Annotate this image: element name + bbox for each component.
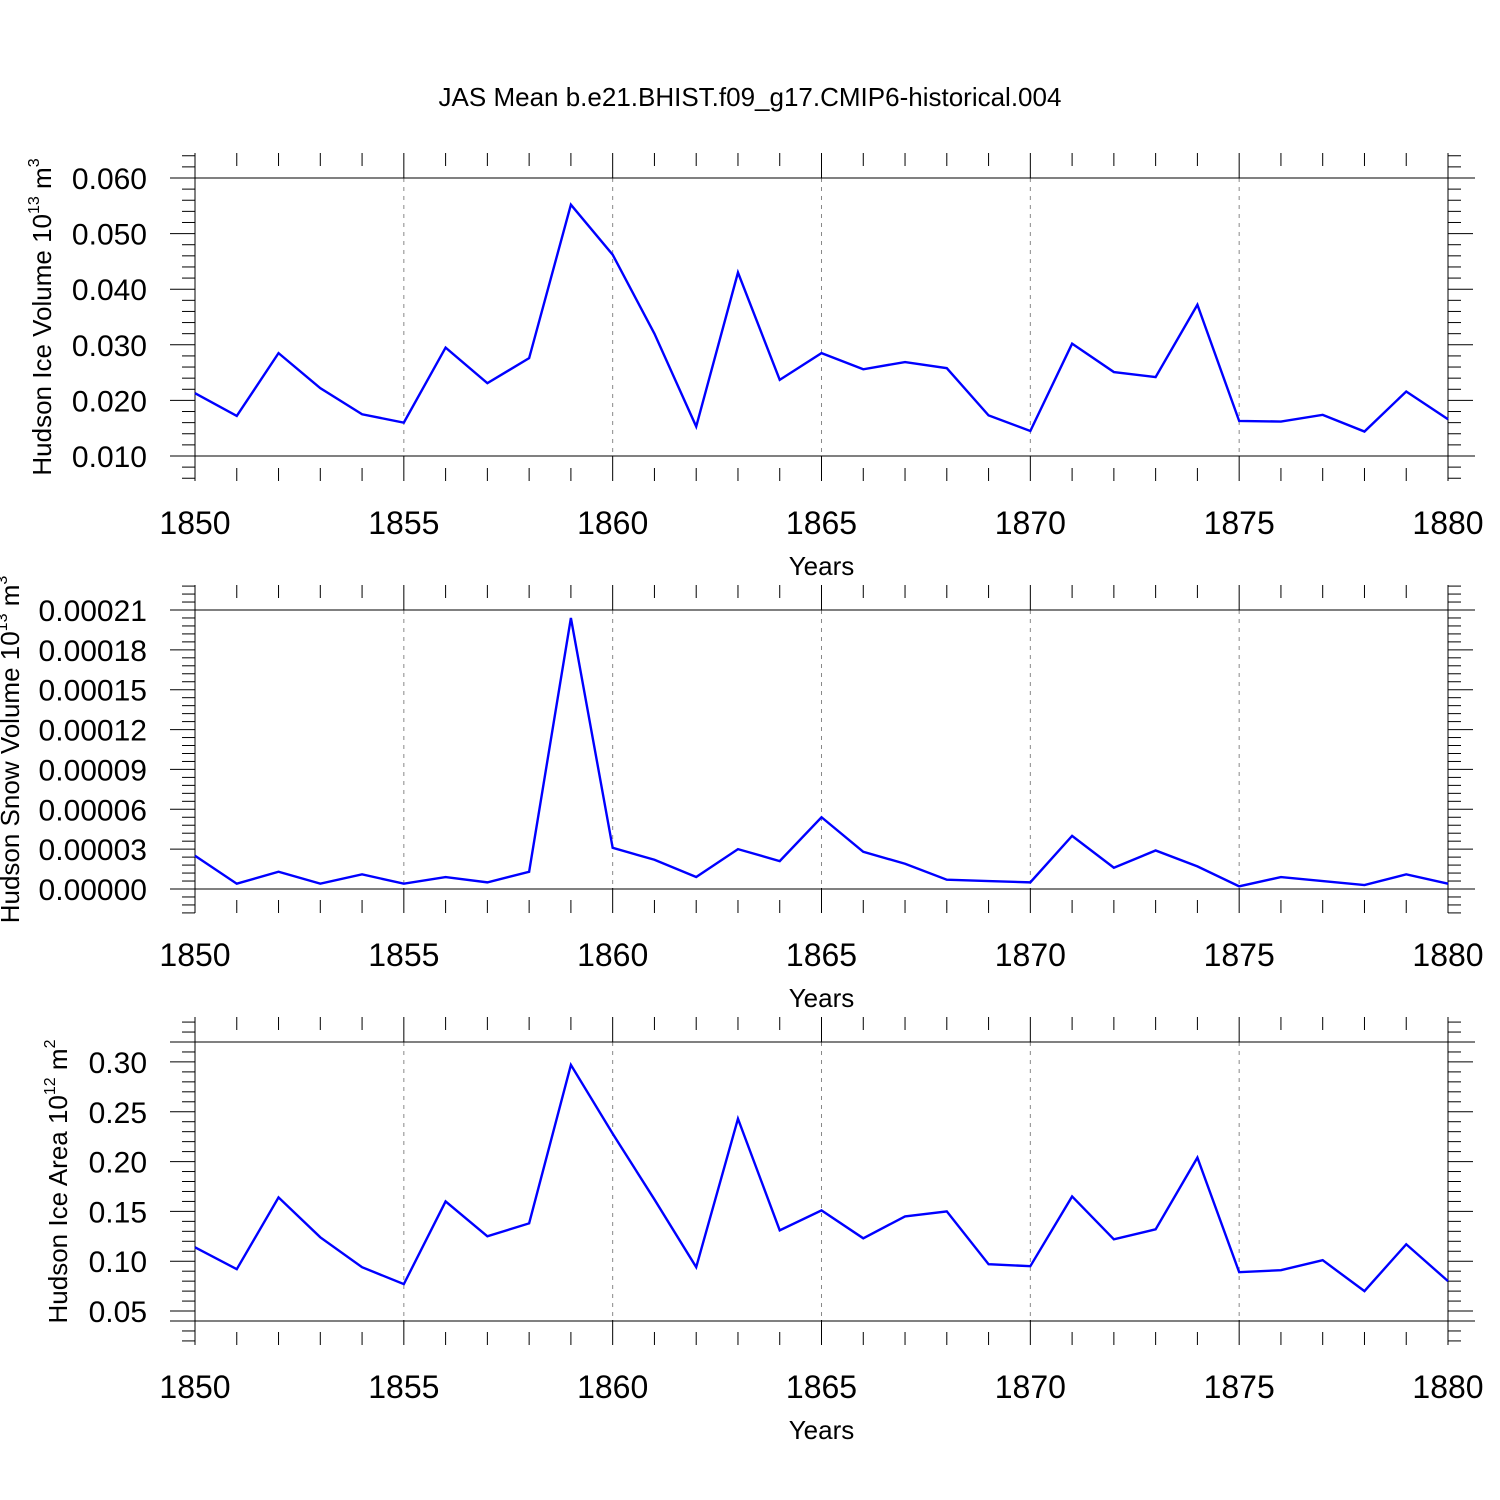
- x-tick-label: 1880: [1412, 505, 1483, 541]
- y-tick-label: 0.010: [72, 441, 147, 474]
- y-tick-label: 0.30: [89, 1047, 147, 1080]
- y-tick-label: 0.00015: [39, 675, 147, 708]
- y-tick-label: 0.10: [89, 1246, 147, 1279]
- y-label-unit-exponent: 3: [0, 576, 11, 585]
- y-tick-label: 0.25: [89, 1097, 147, 1130]
- y-axis-label: Hudson Snow Volume 1013 m3: [0, 576, 25, 924]
- y-tick-label: 0.00003: [39, 834, 147, 867]
- figure-title: JAS Mean b.e21.BHIST.f09_g17.CMIP6-histo…: [439, 82, 1062, 112]
- y-tick-label: 0.040: [72, 274, 147, 307]
- x-tick-label: 1855: [368, 937, 439, 973]
- x-tick-label: 1865: [786, 505, 857, 541]
- y-label-exponent: 12: [42, 1077, 59, 1095]
- y-label-text: Hudson Ice Volume 10: [27, 214, 57, 476]
- x-tick-label: 1860: [577, 1369, 648, 1405]
- x-axis-label: Years: [789, 1415, 855, 1445]
- x-tick-label: 1870: [995, 505, 1066, 541]
- y-tick-label: 0.00021: [39, 595, 147, 628]
- y-tick-label: 0.050: [72, 219, 147, 252]
- x-tick-label: 1870: [995, 937, 1066, 973]
- y-axis-label: Hudson Ice Volume 1013 m3: [26, 158, 57, 475]
- y-axis-label: Hudson Ice Area 1012 m2: [42, 1039, 73, 1323]
- y-tick-label: 0.00006: [39, 794, 147, 827]
- y-tick-label: 0.15: [89, 1196, 147, 1229]
- y-tick-label: 0.00000: [39, 874, 147, 907]
- panel-1: 1850 1855 1860 1865 1870 1875 1880 Years 0.010 0.…: [26, 153, 1484, 581]
- panels: 1850 1855 1860 1865 1870 1875 1880 Years 0.010 0.…: [0, 153, 1484, 1445]
- y-label-unit: m: [27, 167, 57, 196]
- y-tick-label: 0.00012: [39, 715, 147, 748]
- y-label-exponent: 13: [26, 196, 43, 214]
- x-tick-label: 1875: [1204, 505, 1275, 541]
- x-tick-label: 1855: [368, 505, 439, 541]
- y-tick-label: 0.060: [72, 163, 147, 196]
- y-label-exponent: 13: [0, 613, 11, 631]
- x-tick-label: 1880: [1412, 937, 1483, 973]
- panel-3: 1850 1855 1860 1865 1870 1875 1880 Years 0.05 0.1…: [42, 1017, 1484, 1445]
- y-label-text: Hudson Ice Area 10: [43, 1095, 73, 1323]
- x-tick-label: 1860: [577, 505, 648, 541]
- x-tick-label: 1850: [159, 505, 230, 541]
- y-label-unit-exponent: 2: [42, 1039, 59, 1048]
- y-label-text: Hudson Snow Volume 10: [0, 631, 25, 923]
- y-tick-label: 0.00018: [39, 635, 147, 668]
- y-tick-label: 0.00009: [39, 754, 147, 787]
- x-tick-label: 1875: [1204, 1369, 1275, 1405]
- x-tick-label: 1865: [786, 1369, 857, 1405]
- x-axis-label: Years: [789, 983, 855, 1013]
- x-tick-label: 1850: [159, 1369, 230, 1405]
- x-tick-label: 1860: [577, 937, 648, 973]
- y-label-unit: m: [0, 585, 25, 614]
- y-tick-label: 0.20: [89, 1147, 147, 1180]
- panel-2: 1850 1855 1860 1865 1870 1875 1880 Years 0.00000…: [0, 576, 1484, 1013]
- x-tick-label: 1850: [159, 937, 230, 973]
- x-tick-label: 1870: [995, 1369, 1066, 1405]
- x-tick-label: 1855: [368, 1369, 439, 1405]
- x-axis-label: Years: [789, 551, 855, 581]
- x-tick-label: 1865: [786, 937, 857, 973]
- y-label-unit-exponent: 3: [26, 158, 43, 167]
- y-tick-label: 0.030: [72, 330, 147, 363]
- x-tick-label: 1875: [1204, 937, 1275, 973]
- y-label-unit: m: [43, 1048, 73, 1077]
- y-tick-label: 0.020: [72, 385, 147, 418]
- x-tick-label: 1880: [1412, 1369, 1483, 1405]
- y-tick-label: 0.05: [89, 1296, 147, 1329]
